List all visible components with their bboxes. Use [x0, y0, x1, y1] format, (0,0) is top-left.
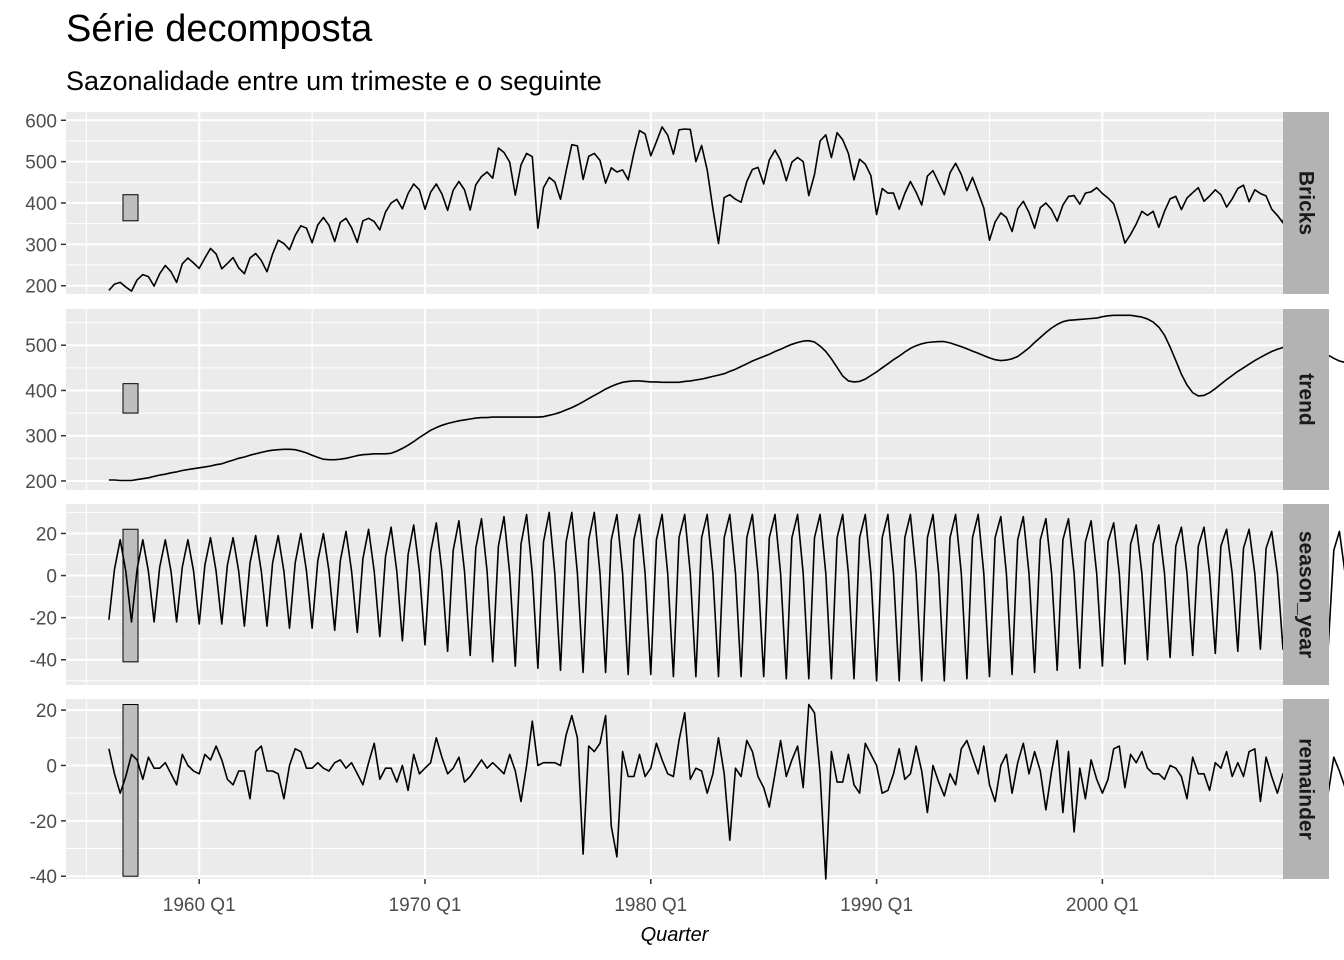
- scale-bar-Bricks: [122, 194, 139, 222]
- facet-strip-label: season_year: [1295, 531, 1318, 658]
- facet-strip-trend: [1283, 309, 1329, 490]
- facet-strip-remainder: [1283, 699, 1329, 879]
- y-tick-label: -20: [30, 609, 57, 630]
- x-tick-label: 1980 Q1: [614, 895, 687, 916]
- y-tick-label: 300: [25, 427, 57, 448]
- x-tick-label: 1970 Q1: [389, 895, 462, 916]
- y-tick-label: 600: [25, 111, 57, 132]
- series-line-remainder: [108, 703, 1344, 880]
- y-tick-label: 400: [25, 194, 57, 215]
- facet-strip-Bricks: [1283, 112, 1329, 294]
- y-tick-label: -20: [30, 812, 57, 833]
- y-tick-label: 200: [25, 277, 57, 298]
- y-tick-label: 20: [36, 524, 57, 545]
- y-tick-label: 300: [25, 235, 57, 256]
- y-tick-label: -40: [30, 867, 57, 888]
- x-axis-label: Quarter: [641, 924, 710, 946]
- series-line-season_year: [108, 511, 1344, 682]
- panel-background-trend: [66, 309, 1283, 490]
- y-tick-label: -40: [30, 651, 57, 672]
- x-tick-label: 1990 Q1: [840, 895, 913, 916]
- x-tick-label: 1960 Q1: [163, 895, 236, 916]
- scale-bar-trend: [122, 383, 139, 414]
- scale-bar-season_year: [122, 528, 139, 663]
- facet-strip-label: trend: [1295, 373, 1318, 426]
- y-tick-label: 500: [25, 153, 57, 174]
- scale-bar-remainder: [122, 704, 139, 877]
- y-tick-label: 0: [46, 567, 57, 588]
- y-tick-label: 500: [25, 336, 57, 357]
- facet-strip-label: Bricks: [1295, 171, 1318, 235]
- facet-strip-season_year: [1283, 504, 1329, 685]
- facet-strip-label: remainder: [1295, 738, 1318, 840]
- x-tick-label: 2000 Q1: [1066, 895, 1139, 916]
- y-tick-label: 0: [46, 756, 57, 777]
- chart-title: Série decomposta: [66, 8, 373, 50]
- series-line-Bricks: [108, 126, 1290, 292]
- series-line-trend: [108, 314, 1344, 482]
- y-tick-label: 200: [25, 472, 57, 493]
- y-tick-label: 20: [36, 701, 57, 722]
- chart-subtitle: Sazonalidade entre um trimeste e o segui…: [66, 66, 602, 96]
- y-tick-label: 400: [25, 381, 57, 402]
